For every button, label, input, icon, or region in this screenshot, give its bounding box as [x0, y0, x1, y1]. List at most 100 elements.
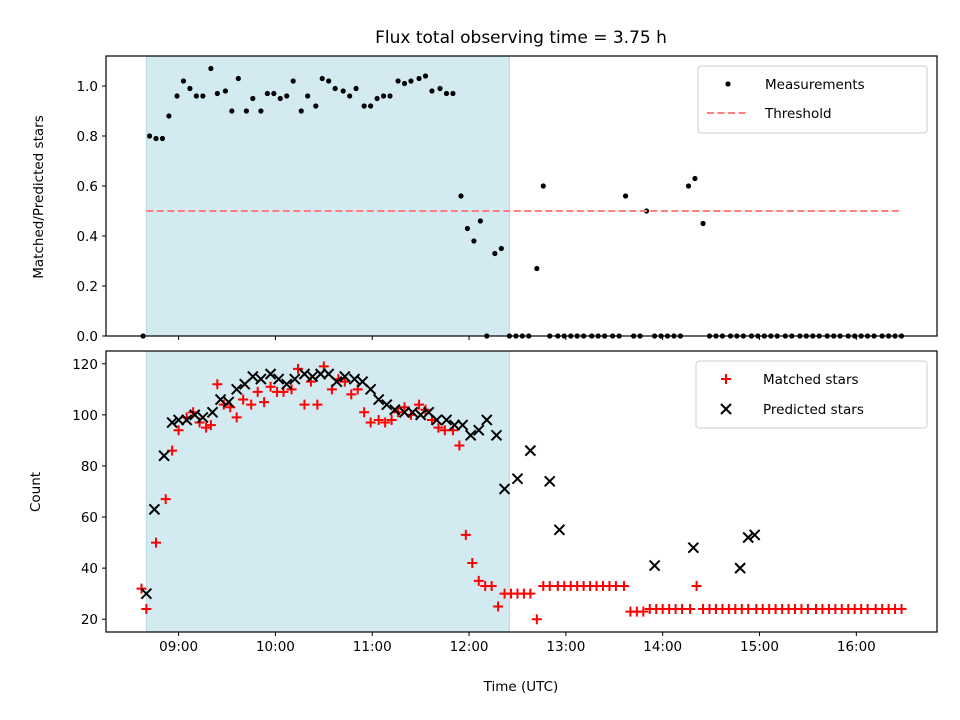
series-matched-stars — [136, 361, 907, 625]
predicted-star-point — [230, 383, 243, 396]
measurement-point — [387, 93, 393, 99]
predicted-star-point — [473, 424, 485, 436]
legend-dot-icon — [725, 81, 731, 87]
measurement-point — [332, 85, 338, 92]
matched-star-point — [312, 399, 323, 410]
measurement-point — [243, 108, 249, 114]
measurement-point — [200, 93, 206, 99]
measurement-point — [361, 103, 367, 109]
measurement-point — [395, 78, 401, 84]
predicted-star-point — [734, 562, 746, 574]
matched-star-point — [380, 417, 391, 428]
series-predicted-stars — [140, 368, 761, 600]
measurement-point — [450, 90, 456, 97]
matched-star-point — [205, 420, 216, 431]
matched-star-point — [359, 407, 370, 418]
y-tick-label: 20 — [81, 612, 98, 628]
measurement-point — [277, 95, 283, 102]
matched-star-point — [252, 386, 263, 397]
predicted-star-point — [197, 411, 209, 424]
matched-star-point — [293, 363, 304, 374]
legend-box — [697, 65, 928, 134]
measurement-point — [180, 78, 187, 84]
predicted-star-point — [511, 473, 524, 485]
predicted-star-point — [748, 529, 761, 541]
measurement-point — [458, 193, 464, 199]
matched-star-point — [212, 379, 223, 390]
matched-star-point — [339, 376, 350, 387]
matched-star-point — [414, 399, 425, 410]
matched-star-point — [299, 399, 310, 410]
measurement-point — [353, 85, 359, 92]
matched-star-point — [231, 412, 242, 423]
matched-star-point — [486, 581, 497, 592]
measurement-point — [319, 75, 325, 82]
x-tick-label: 10:00 — [256, 639, 295, 655]
measurement-point — [368, 103, 374, 109]
predicted-star-point — [166, 416, 178, 429]
predicted-star-point — [372, 393, 385, 406]
matched-star-point — [238, 394, 249, 405]
legend-label: Threshold — [764, 106, 832, 122]
predicted-star-point — [206, 406, 219, 419]
measurement-point — [271, 90, 277, 97]
measurement-point — [622, 193, 629, 199]
legend-box — [695, 360, 928, 429]
measurement-point — [166, 113, 172, 119]
bottom-panel: 20 40 60 80 100 120 09:00 10:00 11:00 12:00 13:00 1… — [72, 350, 938, 655]
measurement-point — [492, 250, 498, 257]
matched-star-point — [173, 425, 184, 436]
predicted-star-point — [742, 531, 754, 544]
y-tick-label: 0.4 — [77, 229, 98, 245]
measurement-point — [159, 135, 166, 142]
x-tick-label: 11:00 — [353, 639, 392, 655]
predicted-star-point — [414, 409, 427, 421]
measurement-point — [153, 135, 159, 142]
predicted-star-point — [306, 370, 319, 383]
measurement-point — [700, 220, 706, 227]
y-tick-label: 40 — [81, 561, 98, 577]
predicted-star-point — [648, 559, 661, 572]
y-tick-label: 1.0 — [77, 79, 98, 95]
x-tick-label: 16:00 — [837, 639, 876, 655]
measurement-point — [174, 93, 180, 99]
matched-star-point — [531, 614, 542, 625]
top-ylabel: Matched/Predicted stars — [31, 115, 47, 278]
observing-span — [145, 350, 510, 633]
legend-label: Measurements — [765, 77, 865, 93]
matched-star-point — [618, 581, 629, 592]
predicted-star-point — [364, 383, 377, 396]
predicted-star-point — [389, 404, 401, 416]
measurement-point — [340, 88, 346, 94]
predicted-star-point — [544, 475, 556, 487]
matched-star-point — [265, 381, 276, 392]
predicted-star-point — [298, 368, 311, 380]
observing-span — [145, 55, 510, 337]
measurement-point — [284, 93, 290, 99]
matched-star-point — [460, 529, 471, 540]
predicted-star-point — [281, 378, 293, 390]
legend-label: Matched stars — [763, 372, 859, 388]
predicted-star-point — [189, 409, 201, 421]
measurement-point — [685, 183, 692, 189]
matched-star-point — [259, 397, 270, 408]
measurement-point — [408, 78, 414, 84]
predicted-star-point — [406, 406, 419, 419]
matched-star-point — [638, 606, 649, 617]
measurement-point — [477, 218, 483, 224]
matched-star-point — [896, 604, 907, 615]
measurement-point — [437, 85, 443, 92]
measurement-point — [464, 225, 471, 232]
matched-star-point — [141, 604, 152, 615]
measurement-point — [429, 88, 435, 94]
predicted-star-point — [158, 450, 170, 462]
legend-label: Predicted stars — [763, 402, 864, 418]
measurement-point — [235, 75, 241, 82]
predicted-star-point — [687, 541, 700, 554]
predicted-star-point — [331, 375, 343, 388]
top-panel: 0.0 0.2 0.4 0.6 0.8 1.0 Measurements Threshold — [77, 55, 938, 345]
y-tick-label: 0.2 — [77, 279, 98, 295]
x-tick-label: 14:00 — [643, 639, 682, 655]
measurement-point — [422, 73, 429, 79]
